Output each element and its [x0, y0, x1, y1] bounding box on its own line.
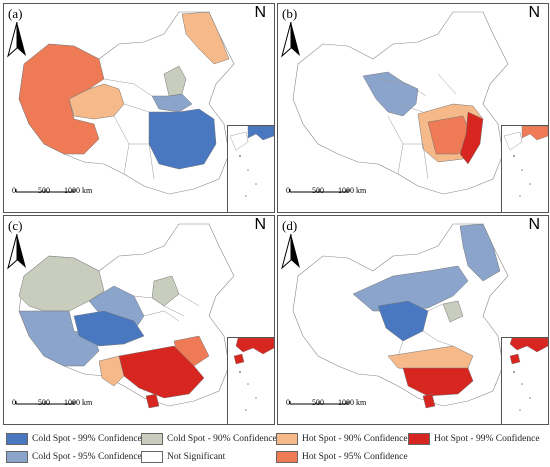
region-hot99-east [459, 111, 484, 165]
scale-label-0: 0 [12, 398, 16, 407]
scale-label-0: 0 [286, 186, 290, 195]
legend-swatch [408, 433, 430, 445]
legend-item-cold95: Cold Spot - 95% Confidence [6, 450, 142, 464]
scale-label-500: 500 [38, 398, 50, 407]
scale-bar-labels: 0 500 1000 km [286, 398, 426, 410]
map-panel-a: (a) N 0 500 1000 km [3, 3, 275, 213]
legend-label: Cold Spot - 99% Confidence [32, 434, 142, 444]
region-cold95-northeast [459, 223, 501, 282]
map-d [289, 223, 509, 409]
north-arrow-icon [281, 22, 300, 58]
panel-label: (a) [8, 6, 23, 21]
north-arrow-label: N [528, 216, 540, 233]
scale-bar-labels: 0 500 1000 km [12, 186, 152, 198]
region-hot90-northeast [181, 11, 230, 65]
north-arrow-label: N [528, 4, 540, 21]
scale-label-0: 0 [12, 186, 16, 195]
north-arrow-icon [281, 234, 300, 270]
panel-label: (b) [282, 6, 298, 21]
legend-swatch [6, 433, 28, 445]
scale-bar-labels: 0 500 1000 km [286, 186, 426, 198]
legend-item-hot90: Hot Spot - 90% Confidence [276, 432, 408, 446]
region-hot99-hainan [422, 393, 436, 409]
north-arrow-icon [7, 22, 26, 58]
legend-label: Cold Spot - 90% Confidence [167, 434, 277, 444]
legend-swatch [141, 451, 163, 463]
region-cold90-north [151, 275, 180, 307]
legend-label: Hot Spot - 99% Confidence [434, 434, 540, 444]
map-b [289, 11, 509, 195]
map-c [15, 223, 235, 409]
south-china-sea-inset [227, 337, 274, 424]
region-cold90-east [442, 300, 464, 323]
region-cold95-center [362, 71, 419, 117]
legend-label: Not Significant [167, 452, 226, 462]
north-arrow-label: N [254, 4, 266, 21]
region-hot90-south [98, 355, 125, 387]
scale-bar-labels: 0 500 1000 km [12, 398, 152, 410]
scale-label-1000: 1000 km [338, 398, 367, 407]
legend-swatch [276, 433, 298, 445]
legend-label: Hot Spot - 95% Confidence [302, 452, 408, 462]
region-cold95-west [18, 310, 100, 367]
south-china-sea-inset [501, 125, 548, 212]
region-hot95-west [18, 43, 105, 155]
south-china-sea-inset [227, 125, 274, 212]
region-cold99-east [148, 108, 217, 170]
region-hot99-south [402, 367, 474, 397]
scale-label-500: 500 [312, 398, 324, 407]
map-panel-c: (c) N 0 500 1000 km [3, 215, 275, 425]
legend-label: Cold Spot - 95% Confidence [32, 452, 142, 462]
region-cold90-north [163, 65, 187, 97]
south-china-sea-inset [501, 337, 548, 424]
map-a [15, 11, 235, 195]
legend-item-hot99: Hot Spot - 99% Confidence [408, 432, 540, 446]
legend-swatch [276, 451, 298, 463]
legend-swatch [6, 451, 28, 463]
scale-label-500: 500 [312, 186, 324, 195]
scale-label-500: 500 [38, 186, 50, 195]
legend-item-none: Not Significant [141, 450, 225, 464]
legend-item-cold99: Cold Spot - 99% Confidence [6, 432, 142, 446]
legend-item-hot95: Hot Spot - 95% Confidence [276, 450, 408, 464]
legend-item-cold90: Cold Spot - 90% Confidence [141, 432, 277, 446]
region-cold95-east [151, 93, 193, 113]
panel-label: (c) [8, 218, 23, 233]
scale-label-0: 0 [286, 398, 290, 407]
north-arrow-label: N [254, 216, 266, 233]
legend-label: Hot Spot - 90% Confidence [302, 434, 408, 444]
scale-label-1000: 1000 km [64, 398, 93, 407]
scale-label-1000: 1000 km [338, 186, 367, 195]
region-hot99-south [118, 345, 205, 399]
region-cold99-center [73, 310, 145, 347]
panel-label: (d) [282, 218, 298, 233]
scale-label-1000: 1000 km [64, 186, 93, 195]
region-hot99-hainan [145, 393, 160, 409]
legend-swatch [141, 433, 163, 445]
map-panel-b: (b) N 0 500 1000 km [277, 3, 549, 213]
map-panel-d: (d) N 0 500 1000 km [277, 215, 549, 425]
map-legend: Cold Spot - 99% Confidence Cold Spot - 9… [6, 430, 550, 466]
north-arrow-icon [7, 234, 26, 270]
